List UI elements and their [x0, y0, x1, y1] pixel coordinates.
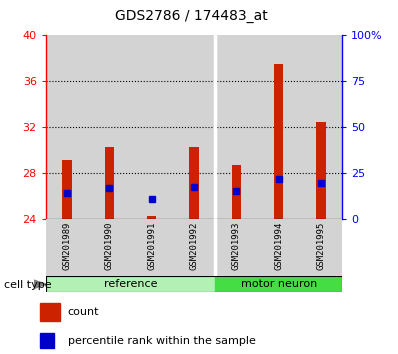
Text: GSM201995: GSM201995	[316, 221, 326, 269]
Text: GSM201993: GSM201993	[232, 221, 241, 269]
Bar	[62, 160, 72, 219]
Bar	[46, 219, 88, 276]
Bar	[131, 35, 173, 219]
Text: GSM201989: GSM201989	[62, 221, 72, 269]
Bar	[40, 333, 54, 348]
Polygon shape	[34, 280, 46, 289]
Text: reference: reference	[104, 279, 157, 289]
Text: GSM201990: GSM201990	[105, 221, 114, 269]
Text: motor neuron: motor neuron	[241, 279, 317, 289]
Bar	[258, 219, 300, 276]
Bar	[46, 35, 88, 219]
Bar	[215, 35, 258, 219]
Bar	[46, 276, 215, 292]
Bar	[147, 216, 156, 219]
Bar	[173, 219, 215, 276]
Bar	[300, 219, 342, 276]
Text: count: count	[68, 307, 99, 317]
Bar	[131, 219, 173, 276]
Text: percentile rank within the sample: percentile rank within the sample	[68, 336, 256, 346]
Text: GSM201994: GSM201994	[274, 221, 283, 269]
Bar	[40, 303, 60, 321]
Bar	[215, 219, 258, 276]
Bar	[316, 122, 326, 219]
Bar	[215, 276, 342, 292]
Text: GSM201991: GSM201991	[147, 221, 156, 269]
Text: cell type: cell type	[4, 280, 52, 290]
Bar	[189, 147, 199, 219]
Bar	[274, 64, 283, 219]
Bar	[300, 35, 342, 219]
Bar	[173, 35, 215, 219]
Text: GDS2786 / 174483_at: GDS2786 / 174483_at	[115, 9, 267, 23]
Text: GSM201992: GSM201992	[189, 221, 199, 269]
Bar	[258, 35, 300, 219]
Bar	[88, 35, 131, 219]
Bar	[88, 219, 131, 276]
Bar	[105, 147, 114, 219]
Bar	[232, 165, 241, 219]
